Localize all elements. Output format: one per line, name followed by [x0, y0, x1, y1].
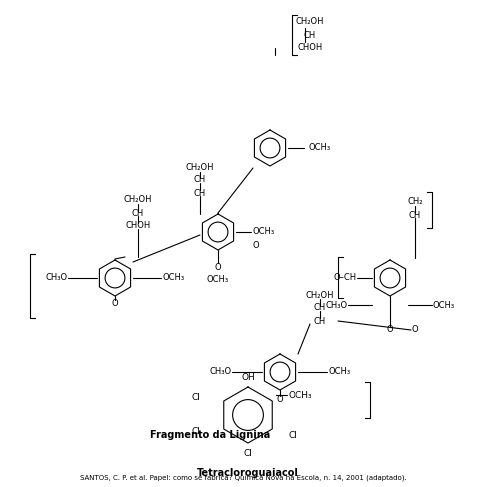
Text: Fragmento da Lignina: Fragmento da Lignina [150, 430, 270, 440]
Text: CH₂OH: CH₂OH [306, 291, 334, 300]
Text: Cl: Cl [243, 449, 252, 457]
Text: CHOH: CHOH [125, 222, 151, 230]
Text: O: O [112, 300, 118, 308]
Text: CH₃O: CH₃O [326, 300, 348, 310]
Text: OCH₃: OCH₃ [308, 144, 330, 152]
Text: OCH₃: OCH₃ [432, 300, 454, 310]
Text: CH: CH [409, 210, 421, 220]
Text: CH₃O: CH₃O [210, 368, 232, 376]
Text: CH₂OH: CH₂OH [186, 164, 214, 172]
Text: OH: OH [241, 374, 255, 382]
Text: O: O [412, 325, 418, 335]
Text: CH: CH [194, 188, 206, 198]
Text: O–CH: O–CH [334, 274, 357, 282]
Text: OCH₃: OCH₃ [207, 276, 229, 284]
Text: O: O [277, 395, 283, 405]
Text: CH₃O: CH₃O [46, 274, 68, 282]
Text: OCH₃: OCH₃ [288, 391, 312, 399]
Text: O: O [215, 263, 221, 273]
Text: CH: CH [132, 208, 144, 218]
Text: CH₂OH: CH₂OH [296, 18, 324, 26]
Text: CH₂: CH₂ [407, 198, 423, 206]
Text: CH: CH [314, 317, 326, 325]
Text: Tetracloroguaiacol: Tetracloroguaiacol [197, 468, 299, 478]
Text: OCH₃: OCH₃ [252, 227, 274, 237]
Text: CH₂OH: CH₂OH [124, 195, 152, 205]
Text: SANTOS, C. P. et al. Papel: como se fabrica? Química Nova na Escola, n. 14, 2001: SANTOS, C. P. et al. Papel: como se fabr… [80, 475, 406, 482]
Text: OCH₃: OCH₃ [328, 368, 350, 376]
Text: CHOH: CHOH [297, 43, 323, 53]
Text: CH: CH [304, 31, 316, 39]
Text: Cl: Cl [191, 428, 200, 436]
Text: CH: CH [194, 175, 206, 185]
Text: Cl: Cl [288, 431, 297, 439]
Text: O: O [387, 325, 393, 335]
Text: Cl: Cl [191, 393, 200, 402]
Text: O: O [252, 241, 259, 249]
Text: OCH₃: OCH₃ [162, 274, 184, 282]
Text: CH: CH [314, 303, 326, 313]
